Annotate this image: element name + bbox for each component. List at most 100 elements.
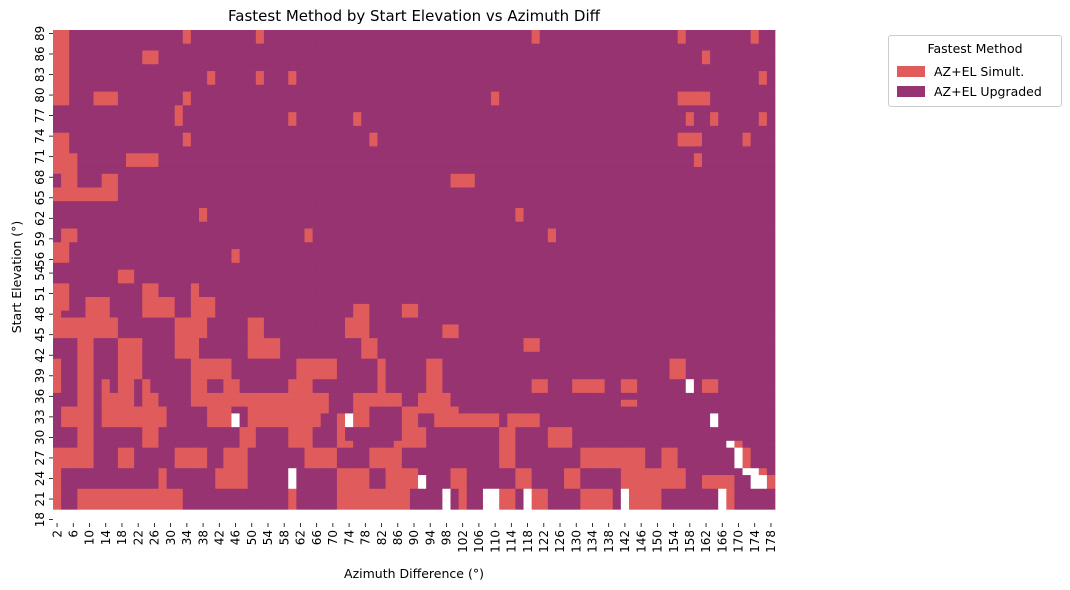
heatmap-cell <box>701 64 711 72</box>
heatmap-cell <box>572 214 581 223</box>
heatmap-cell <box>726 399 735 407</box>
heatmap-cell <box>620 324 630 332</box>
heatmap-cell <box>134 221 143 229</box>
heatmap-cell <box>126 125 135 134</box>
heatmap-cell <box>166 153 176 161</box>
heatmap-cell <box>401 160 411 168</box>
heatmap-cell <box>580 36 589 45</box>
heatmap-cell <box>645 242 654 250</box>
heatmap-cell <box>207 276 216 284</box>
heatmap-cell <box>263 392 273 401</box>
heatmap-cell <box>588 310 597 318</box>
heatmap-cell <box>247 379 257 387</box>
heatmap-cell <box>296 153 305 161</box>
heatmap-cell <box>304 290 313 298</box>
heatmap-cell <box>409 290 419 298</box>
heatmap-cell <box>645 77 654 86</box>
heatmap-cell <box>93 406 103 414</box>
heatmap-cell <box>450 406 459 414</box>
heatmap-cell <box>312 132 322 140</box>
heatmap-cell <box>499 242 508 250</box>
heatmap-cell <box>280 249 289 257</box>
heatmap-cell <box>385 406 395 414</box>
heatmap-cell <box>247 30 257 38</box>
heatmap-cell <box>377 406 386 414</box>
heatmap-cell <box>434 194 443 202</box>
heatmap-cell <box>426 71 435 79</box>
heatmap-cell <box>85 317 94 325</box>
heatmap-cell <box>734 64 743 72</box>
heatmap-cell <box>434 386 443 394</box>
heatmap-cell <box>263 399 273 407</box>
heatmap-cell <box>742 283 752 291</box>
heatmap-cell <box>693 276 703 284</box>
heatmap-cell <box>263 201 273 209</box>
heatmap-cell <box>523 235 532 243</box>
heatmap-cell <box>539 365 549 373</box>
heatmap-cell <box>85 105 94 113</box>
heatmap-cell <box>426 153 435 161</box>
heatmap-cell <box>734 173 743 181</box>
heatmap-cell <box>199 160 208 168</box>
heatmap-cell <box>426 297 435 305</box>
heatmap-cell <box>482 372 492 380</box>
heatmap-cell <box>288 71 297 79</box>
heatmap-cell <box>166 173 176 181</box>
heatmap-cell <box>255 50 265 58</box>
heatmap-cell <box>345 153 354 161</box>
heatmap-cell <box>661 208 670 216</box>
heatmap-cell <box>231 351 240 360</box>
heatmap-cell <box>669 358 678 366</box>
heatmap-cell <box>653 71 662 79</box>
heatmap-cell <box>418 132 427 140</box>
heatmap-cell <box>296 303 305 312</box>
heatmap-cell <box>207 351 216 360</box>
heatmap-cell <box>207 201 216 209</box>
heatmap-cell <box>523 269 532 277</box>
heatmap-cell <box>353 310 362 318</box>
heatmap-cell <box>336 255 346 264</box>
heatmap-cell <box>661 180 670 188</box>
heatmap-cell <box>247 201 257 209</box>
heatmap-cell <box>328 201 338 209</box>
heatmap-cell <box>166 317 176 325</box>
heatmap-cell <box>499 132 508 140</box>
heatmap-cell <box>604 132 614 140</box>
heatmap-cell <box>239 84 249 92</box>
heatmap-cell <box>474 132 484 140</box>
heatmap-cell <box>693 406 703 414</box>
heatmap-cell <box>255 214 265 223</box>
heatmap-cell <box>718 173 727 181</box>
heatmap-cell <box>215 194 224 202</box>
heatmap-cell <box>734 43 743 51</box>
heatmap-cell <box>693 36 703 45</box>
heatmap-cell <box>239 180 249 188</box>
heatmap-cell <box>661 392 670 401</box>
heatmap-cell <box>734 365 743 373</box>
heatmap-cell <box>620 379 630 387</box>
heatmap-cell <box>766 146 776 154</box>
heatmap-cell <box>677 331 687 339</box>
heatmap-cell <box>223 98 232 106</box>
heatmap-cell <box>539 221 549 229</box>
heatmap-cell <box>255 379 265 387</box>
heatmap-cell <box>93 194 103 202</box>
heatmap-cell <box>77 91 86 99</box>
heatmap-cell <box>564 146 573 154</box>
heatmap-cell <box>572 201 581 209</box>
heatmap-cell <box>207 283 216 291</box>
heatmap-cell <box>742 125 752 134</box>
heatmap-cell <box>150 338 159 346</box>
heatmap-cell <box>150 290 159 298</box>
heatmap-cell <box>628 324 638 332</box>
heatmap-cell <box>109 166 119 175</box>
heatmap-cell <box>409 351 419 360</box>
heatmap-cell <box>766 208 776 216</box>
heatmap-cell <box>247 139 257 147</box>
heatmap-cell <box>61 303 70 312</box>
heatmap-cell <box>645 351 654 360</box>
heatmap-cell <box>369 317 378 325</box>
heatmap-cell <box>85 91 94 99</box>
heatmap-cell <box>426 235 435 243</box>
heatmap-cell <box>320 77 330 86</box>
